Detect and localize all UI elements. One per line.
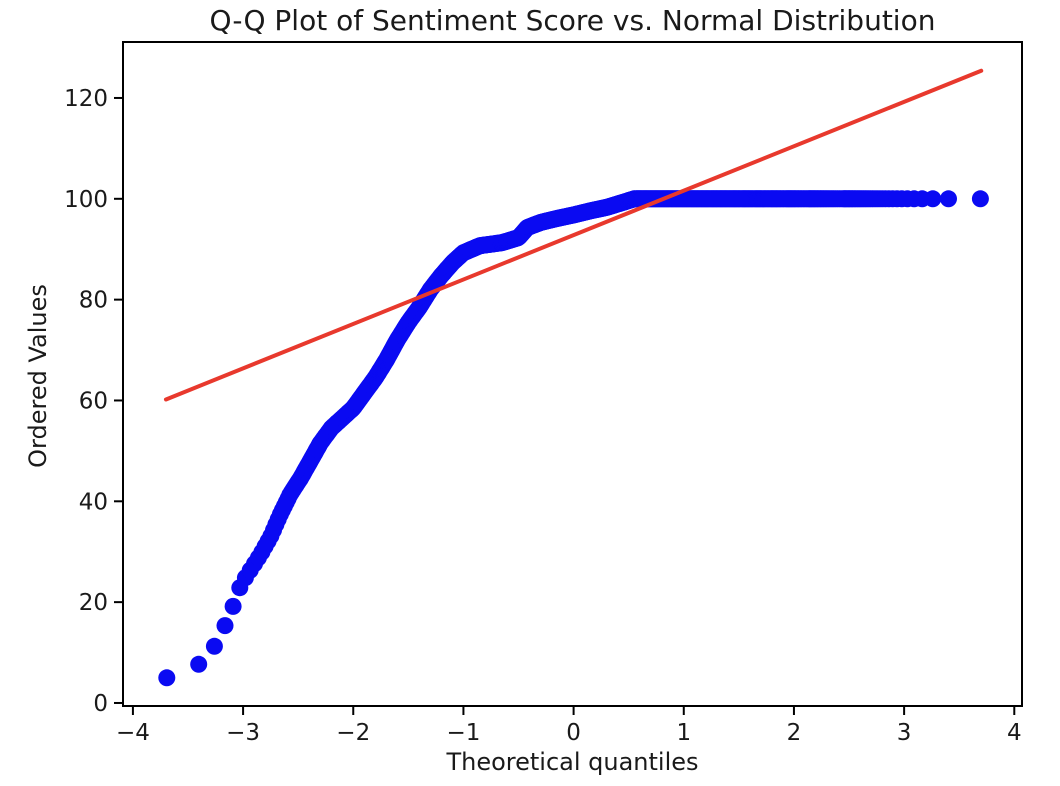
data-point <box>216 617 234 635</box>
y-axis-label: Ordered Values <box>24 284 52 468</box>
x-tick-label: −1 <box>446 720 480 746</box>
data-point <box>224 597 242 615</box>
x-tick-label: −3 <box>226 720 260 746</box>
x-tick-label: 1 <box>676 720 691 746</box>
x-tick-label: −4 <box>116 720 150 746</box>
y-tick-label: 40 <box>79 489 108 515</box>
fit-line <box>163 68 984 402</box>
y-tick-label: 20 <box>79 590 108 616</box>
x-tick-label: 3 <box>897 720 912 746</box>
y-tick-label: 0 <box>93 691 108 717</box>
data-point <box>924 190 942 208</box>
x-tick-label: 2 <box>787 720 802 746</box>
x-tick-label: 4 <box>1007 720 1022 746</box>
data-point <box>940 190 957 208</box>
y-tick-label: 60 <box>79 388 108 414</box>
y-tick-label: 100 <box>64 187 108 213</box>
data-point <box>158 669 176 687</box>
data-point <box>971 190 989 208</box>
x-tick-label: −2 <box>336 720 370 746</box>
x-axis-label: Theoretical quantiles <box>446 748 699 776</box>
chart-title: Q-Q Plot of Sentiment Score vs. Normal D… <box>209 4 936 37</box>
axes-box <box>122 41 1023 707</box>
y-tick-label: 120 <box>64 86 108 112</box>
x-tick-label: 0 <box>566 720 581 746</box>
y-tick-label: 80 <box>79 288 108 314</box>
data-point <box>190 655 208 673</box>
data-point <box>205 637 223 655</box>
